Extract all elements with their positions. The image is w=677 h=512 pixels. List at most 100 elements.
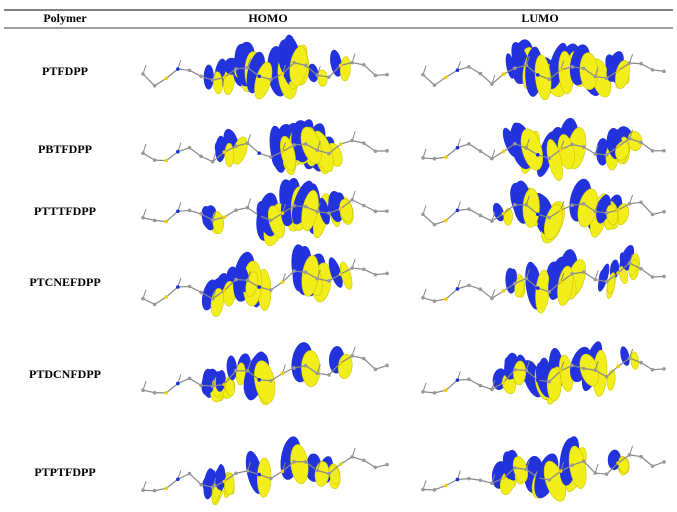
atom — [362, 267, 366, 271]
atom — [141, 297, 145, 301]
atom — [662, 149, 666, 153]
atom — [164, 77, 168, 81]
bond — [189, 286, 201, 292]
atom — [304, 364, 308, 368]
atom — [339, 272, 343, 276]
atom — [479, 478, 483, 482]
atom — [223, 76, 227, 80]
atom — [223, 383, 227, 387]
atom — [327, 75, 331, 79]
atom — [188, 146, 192, 150]
atom — [479, 149, 483, 153]
atom — [582, 145, 586, 149]
bond — [423, 214, 434, 224]
atom — [547, 77, 551, 81]
atom — [433, 488, 437, 492]
atom — [246, 369, 250, 373]
atom — [662, 210, 666, 214]
bond — [641, 142, 652, 150]
atom — [257, 74, 261, 78]
atom — [490, 219, 494, 223]
atom — [605, 472, 609, 476]
atom — [188, 68, 192, 72]
bond — [143, 299, 155, 305]
bond — [446, 148, 457, 157]
atom — [479, 384, 483, 388]
atom — [176, 477, 180, 481]
atom — [327, 472, 331, 476]
atom — [559, 369, 563, 373]
atom — [315, 372, 319, 376]
orbital-lobe — [619, 345, 632, 366]
atom — [281, 150, 285, 154]
bond — [178, 148, 190, 152]
atom — [234, 278, 238, 282]
atom — [153, 219, 157, 223]
atom — [570, 143, 574, 147]
orbital-image — [421, 38, 666, 101]
atom — [281, 280, 285, 284]
atom — [339, 462, 343, 466]
atom — [513, 66, 517, 70]
bond — [641, 269, 652, 277]
atom — [153, 84, 157, 88]
atom — [547, 380, 551, 384]
atom — [362, 141, 366, 145]
header-cell: Polymer — [43, 11, 87, 25]
atom — [327, 373, 331, 377]
atom — [421, 296, 425, 300]
atom — [605, 153, 609, 157]
bond — [480, 74, 491, 85]
atom — [662, 367, 666, 371]
atom — [257, 151, 261, 155]
bond — [189, 210, 201, 213]
atom — [164, 295, 168, 299]
atom — [570, 65, 574, 69]
atom — [467, 142, 471, 146]
atom — [559, 208, 563, 212]
atom — [559, 68, 563, 72]
polymer-name: PTCNEFDPP — [29, 275, 100, 289]
bond — [469, 209, 480, 215]
atom — [651, 368, 655, 372]
atom — [444, 219, 448, 223]
atom — [234, 471, 238, 475]
atom — [223, 480, 227, 484]
atom — [269, 477, 273, 481]
bond — [653, 462, 664, 466]
atom — [524, 63, 528, 67]
bond — [248, 143, 260, 153]
bond — [352, 457, 364, 460]
polymer-name: PTFDPP — [42, 64, 88, 78]
bond — [446, 210, 457, 220]
bond — [201, 156, 213, 161]
orbital-image — [141, 435, 389, 506]
atom — [582, 270, 586, 274]
atom — [513, 203, 517, 207]
atom — [536, 286, 540, 290]
atom — [199, 155, 203, 159]
atom — [444, 388, 448, 392]
atom — [433, 299, 437, 303]
orbital-lobe — [606, 277, 616, 294]
atom — [616, 145, 620, 149]
atom — [444, 484, 448, 488]
atom — [490, 388, 494, 392]
atom — [339, 64, 343, 68]
atom — [141, 388, 145, 392]
atom — [639, 62, 643, 66]
atom — [223, 289, 227, 293]
atom — [456, 478, 460, 482]
atom — [188, 209, 192, 213]
atom — [651, 149, 655, 153]
atom — [234, 67, 238, 71]
atom — [176, 285, 180, 289]
atom — [385, 463, 389, 467]
bond — [155, 78, 167, 85]
atom — [639, 141, 643, 145]
atom — [593, 471, 597, 475]
polymer-name: PBTFDPP — [38, 142, 92, 156]
atom — [490, 297, 494, 301]
atom — [350, 198, 354, 202]
bond — [434, 221, 445, 225]
